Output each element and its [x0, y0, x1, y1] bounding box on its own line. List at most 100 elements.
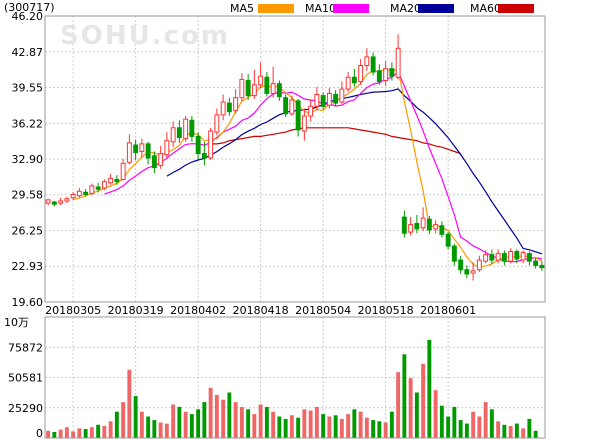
volume-bar-up [208, 387, 213, 438]
candle-body-down [526, 253, 532, 262]
legend-label: MA5 [230, 2, 254, 15]
candle-body-up [64, 198, 70, 202]
volume-bar-down [458, 420, 463, 438]
price-axis-labels: 46.20 42.87 39.55 36.22 32.90 29.58 26.25 22.93… [12, 10, 44, 309]
volume-bar-down [202, 402, 207, 438]
candle-body-down [195, 135, 201, 155]
price-tick-label: 46.20 [12, 10, 44, 23]
volume-bar-up [164, 423, 169, 438]
legend-label: MA20 [390, 2, 421, 15]
candle-body-down [370, 56, 376, 73]
volume-bar-up [433, 390, 438, 438]
date-tick-label: 20180402 [170, 304, 226, 317]
volume-bar-up [346, 414, 351, 438]
volume-bar-up [308, 410, 313, 438]
candle-body-up [308, 105, 314, 117]
candle-body-down [95, 186, 101, 190]
candle-body-up [158, 153, 164, 166]
volume-unit: 10万 [4, 316, 29, 329]
candle-body-up [383, 68, 389, 81]
legend-swatch [498, 4, 534, 13]
candle-body-up [345, 76, 351, 90]
volume-bar-down [377, 421, 382, 438]
candle-body-up [89, 185, 95, 194]
date-tick-label: 20180504 [295, 304, 351, 317]
candle-body-down [51, 201, 57, 205]
volume-bar-down [283, 418, 288, 438]
volume-bar-down [52, 432, 57, 438]
volume-bar-up [477, 416, 482, 438]
candle-body-down [501, 253, 507, 262]
candle-body-up [220, 101, 226, 116]
volume-bar-down [489, 409, 494, 438]
candle-body-up [76, 190, 82, 197]
candle-body-up [301, 115, 307, 132]
date-tick-label: 20180319 [108, 304, 164, 317]
ma20-line [166, 88, 543, 255]
volume-bar-up [64, 427, 69, 438]
candle-body-up [239, 78, 245, 99]
candle-body-up [139, 143, 145, 152]
candle-body-down [539, 264, 545, 269]
candle-body-down [151, 155, 157, 169]
volume-bar-up [221, 399, 226, 438]
candle-body-up [470, 270, 476, 274]
volume-bar-up [121, 402, 126, 438]
candle-body-up [258, 75, 264, 86]
ma60-line [210, 127, 461, 155]
volume-bar-down [333, 415, 338, 438]
volume-bar-up [421, 363, 426, 438]
volume-tick-label: 25290 [8, 402, 43, 415]
volume-bar-up [521, 428, 526, 438]
volume-bar-down [96, 424, 101, 438]
volume-bar-down [277, 416, 282, 438]
volume-bar-up [58, 429, 63, 438]
candle-body-up [395, 47, 401, 78]
candle-body-up [108, 177, 114, 184]
volume-bar-up [139, 411, 144, 438]
price-tick-label: 26.25 [12, 225, 44, 238]
volume-bar-up [339, 418, 344, 438]
volume-bar-up [127, 369, 132, 438]
candle-body-up [233, 97, 239, 112]
candle-body-down [376, 70, 382, 83]
candle-body-up [120, 162, 126, 180]
candle-body-up [433, 224, 439, 230]
volume-tick-label: 0 [36, 427, 43, 440]
candle-body-down [189, 119, 195, 137]
date-tick-label: 20180305 [45, 304, 101, 317]
price-tick-label: 39.55 [12, 82, 44, 95]
volume-axis-labels: 75872 50581 25290 0 [8, 341, 43, 440]
candle-body-up [408, 224, 414, 233]
candle-body-up [214, 114, 220, 133]
candle-body-down [264, 76, 270, 94]
volume-bar-up [271, 411, 276, 438]
candles [45, 34, 545, 281]
volume-bar-up [358, 411, 363, 438]
volume-bar-down [114, 411, 119, 438]
price-tick-label: 32.90 [12, 153, 44, 166]
volume-bar-up [77, 428, 82, 438]
candle-body-up [520, 252, 526, 261]
candle-body-up [251, 84, 257, 97]
volume-bar-down [189, 414, 194, 438]
volume-bar-down [452, 406, 457, 438]
legend-swatch [258, 4, 294, 13]
legend-label: MA10 [305, 2, 336, 15]
candle-body-down [114, 178, 120, 183]
volume-bar-down [133, 396, 138, 438]
volume-bar-down [352, 409, 357, 438]
candle-body-down [458, 259, 464, 271]
candle-body-down [451, 245, 457, 262]
candle-body-up [339, 88, 345, 103]
candle-body-down [83, 191, 89, 196]
volume-bar-down [514, 423, 519, 438]
volume-bar-up [183, 411, 188, 438]
date-tick-label: 20180518 [358, 304, 414, 317]
volume-bar-up [239, 406, 244, 438]
candle-body-down [201, 153, 207, 159]
candle-body-down [176, 127, 182, 139]
candle-body-down [439, 225, 445, 235]
volume-bar-down [527, 418, 532, 438]
candle-body-down [464, 269, 470, 275]
